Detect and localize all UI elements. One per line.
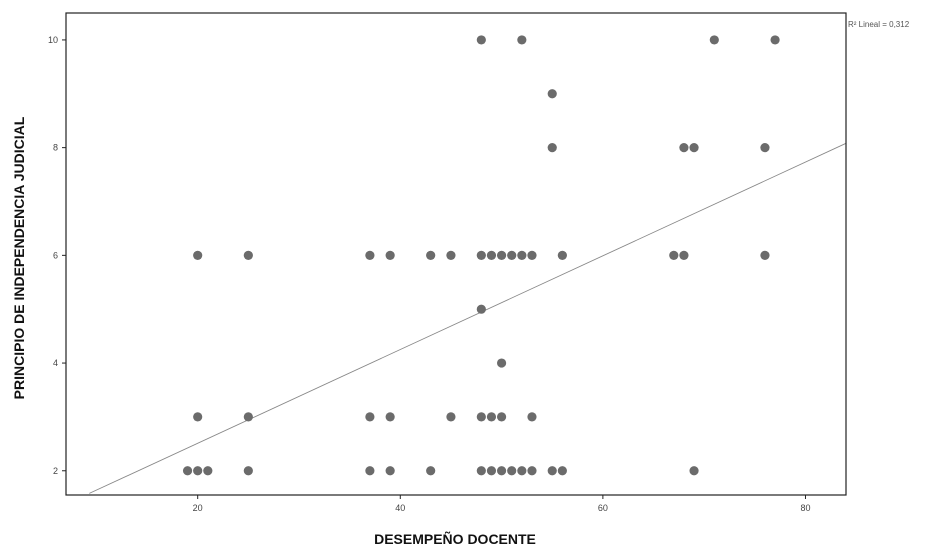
data-point: [527, 412, 536, 421]
data-point: [365, 466, 374, 475]
data-point: [426, 466, 435, 475]
data-point: [507, 251, 516, 260]
data-point: [487, 251, 496, 260]
data-point: [203, 466, 212, 475]
data-point: [679, 251, 688, 260]
data-point: [517, 251, 526, 260]
data-point: [497, 466, 506, 475]
data-point: [386, 251, 395, 260]
data-point: [446, 251, 455, 260]
data-point: [193, 466, 202, 475]
x-axis: 20 40 60 80: [193, 495, 811, 513]
fit-line-label: R² Lineal = 0,312: [848, 20, 910, 29]
data-point: [770, 35, 779, 44]
y-tick-label: 8: [53, 143, 58, 153]
data-point: [244, 251, 253, 260]
y-axis-title: PRINCIPIO DE INDEPENDENCIA JUDICIAL: [11, 116, 27, 399]
data-point: [710, 35, 719, 44]
data-point: [487, 412, 496, 421]
data-point: [497, 412, 506, 421]
data-point: [244, 466, 253, 475]
data-point: [183, 466, 192, 475]
data-point: [487, 466, 496, 475]
data-point: [689, 466, 698, 475]
data-point: [497, 358, 506, 367]
data-point: [548, 143, 557, 152]
data-point: [517, 35, 526, 44]
data-point: [689, 143, 698, 152]
data-point: [507, 466, 516, 475]
data-point: [446, 412, 455, 421]
y-tick-label: 4: [53, 358, 58, 368]
data-point: [386, 412, 395, 421]
y-tick-label: 2: [53, 466, 58, 476]
data-point: [365, 412, 374, 421]
data-point: [244, 412, 253, 421]
data-point: [558, 466, 567, 475]
x-tick-label: 40: [395, 503, 405, 513]
data-point: [548, 89, 557, 98]
data-point: [527, 251, 536, 260]
data-point: [477, 305, 486, 314]
data-point: [477, 412, 486, 421]
data-point: [477, 466, 486, 475]
data-point: [386, 466, 395, 475]
data-point: [426, 251, 435, 260]
data-point: [193, 251, 202, 260]
data-point: [477, 251, 486, 260]
data-point: [517, 466, 526, 475]
data-point: [760, 143, 769, 152]
data-point: [365, 251, 374, 260]
data-point: [497, 251, 506, 260]
data-point: [548, 466, 557, 475]
data-point: [558, 251, 567, 260]
data-point: [679, 143, 688, 152]
x-tick-label: 80: [800, 503, 810, 513]
data-point: [669, 251, 678, 260]
y-axis: 2 4 6 8 10: [48, 35, 66, 476]
x-axis-title: DESEMPEÑO DOCENTE: [374, 530, 536, 547]
y-tick-label: 10: [48, 35, 58, 45]
data-point: [193, 412, 202, 421]
x-tick-label: 60: [598, 503, 608, 513]
data-point: [477, 35, 486, 44]
data-point: [527, 466, 536, 475]
plot-area: [66, 13, 846, 495]
x-tick-label: 20: [193, 503, 203, 513]
y-tick-label: 6: [53, 250, 58, 260]
data-point: [760, 251, 769, 260]
